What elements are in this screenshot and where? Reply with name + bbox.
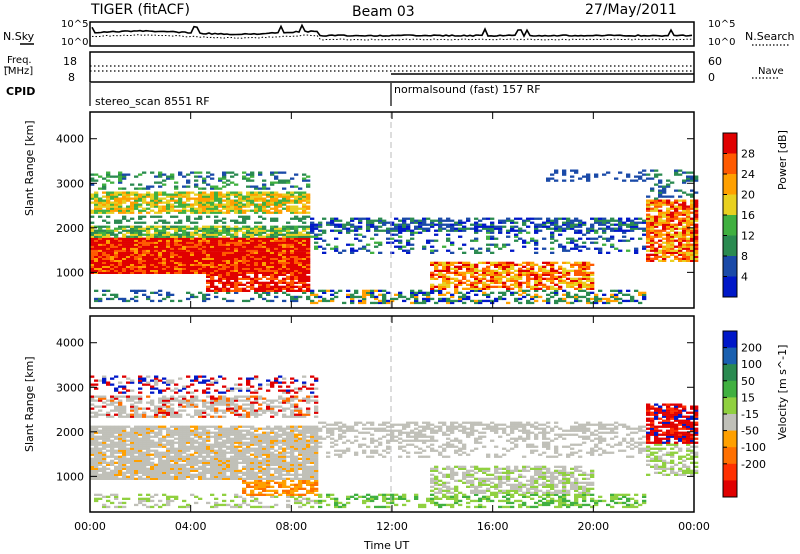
- cpid-right: normalsound (fast) 157 RF: [394, 83, 541, 96]
- colorbar-tick-label: -15: [741, 408, 759, 421]
- cpid-panel: [89, 83, 392, 106]
- cpid-label: CPID: [6, 85, 36, 98]
- velocity-ytick-label: 4000: [56, 337, 84, 350]
- colorbar-tick-label: -200: [741, 458, 766, 471]
- nsky-panel: [89, 21, 695, 47]
- xlabel: Time UT: [364, 539, 410, 552]
- colorbar-swatch: [723, 414, 737, 432]
- xtick-label: 16:00: [477, 520, 509, 533]
- velocity-ytick-label: 3000: [56, 381, 84, 394]
- colorbar-swatch: [723, 133, 737, 154]
- colorbar-tick-label: 200: [741, 342, 762, 355]
- colorbar-swatch: [723, 174, 737, 195]
- colorbar-tick-label: 16: [741, 209, 755, 222]
- colorbar-tick-label: 100: [741, 358, 762, 371]
- velocity-panel: 4000 3000 2000 1000: [56, 315, 699, 513]
- nsky-top-tick: 10^5: [61, 19, 89, 30]
- colorbar-swatch: [723, 480, 737, 498]
- colorbar-tick-label: 24: [741, 168, 755, 181]
- colorbar-tick-label: -100: [741, 441, 766, 454]
- colorbar-swatch: [723, 215, 737, 236]
- freq-top-tick: 18: [63, 55, 77, 68]
- nsearch-top-tick: 10^5: [708, 19, 736, 30]
- nave-label: Nave: [758, 66, 784, 77]
- colorbar-tick-label: 20: [741, 189, 755, 202]
- xtick-label: 08:00: [275, 520, 307, 533]
- freq-bottom-tick: 8: [68, 71, 75, 84]
- colorbar-swatch: [723, 447, 737, 465]
- colorbar-swatch: [723, 463, 737, 481]
- xtick-label: 00:00: [74, 520, 106, 533]
- power-ytick-label: 1000: [56, 266, 84, 279]
- nave-top-tick: 60: [708, 55, 722, 68]
- freq-label-2: [MHz]: [4, 66, 34, 77]
- colorbar-tick-label: 28: [741, 148, 755, 161]
- title-left: TIGER (fitACF): [91, 2, 190, 18]
- colorbar-swatch: [723, 235, 737, 257]
- title-beam: Beam 03: [352, 4, 415, 20]
- cpid-left: stereo_scan 8551 RF: [95, 95, 210, 108]
- nsearch-label: N.Search: [745, 30, 795, 43]
- nsearch-bottom-tick: 10^0: [708, 37, 736, 48]
- power-ytick-label: 3000: [56, 177, 84, 190]
- colorbar-swatch: [723, 364, 737, 382]
- colorbar-tick-label: 12: [741, 230, 755, 243]
- colorbar-tick-label: -50: [741, 425, 759, 438]
- colorbar-swatch: [723, 276, 737, 298]
- power-panel: 4000 3000 2000 1000: [56, 111, 699, 309]
- nsky-bottom-tick: 10^0: [61, 37, 89, 48]
- colorbar-swatch: [723, 397, 737, 415]
- colorbar-tick-label: 50: [741, 375, 755, 388]
- colorbar-swatch: [723, 347, 737, 365]
- power-ytick-label: 4000: [56, 133, 84, 146]
- title-date: 27/May/2011: [585, 2, 677, 18]
- colorbar-tick-label: 15: [741, 391, 755, 404]
- velocity-ytick-label: 2000: [56, 426, 84, 439]
- power-ytick-label: 2000: [56, 222, 84, 235]
- colorbar-swatch: [723, 153, 737, 175]
- xtick-label: 04:00: [175, 520, 207, 533]
- xtick-label: 20:00: [577, 520, 609, 533]
- colorbar-tick-label: 4: [741, 271, 748, 284]
- colorbar-swatch: [723, 256, 737, 277]
- nsky-label: N.Sky: [3, 30, 35, 43]
- freq-panel: [89, 51, 695, 83]
- colorbar-swatch: [723, 194, 737, 216]
- nave-bottom-tick: 0: [708, 71, 715, 84]
- colorbar-swatch: [723, 331, 737, 349]
- xtick-label: 00:00: [678, 520, 710, 533]
- colorbar-swatch: [723, 380, 737, 398]
- velocity-ytick-label: 1000: [56, 470, 84, 483]
- colorbar-tick-label: 8: [741, 250, 748, 263]
- colorbar-swatch: [723, 430, 737, 448]
- freq-label-1: Freq.: [7, 55, 32, 66]
- xtick-label: 12:00: [376, 520, 408, 533]
